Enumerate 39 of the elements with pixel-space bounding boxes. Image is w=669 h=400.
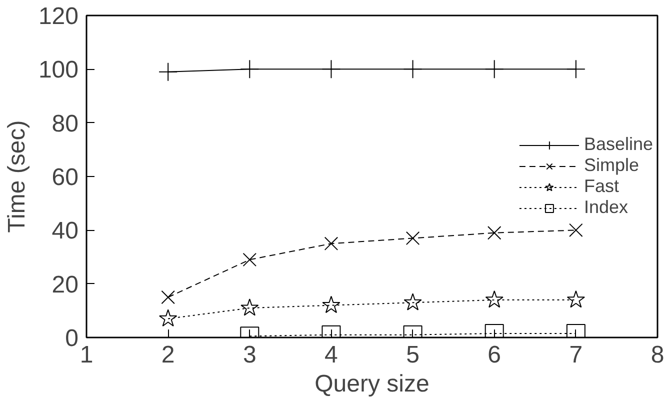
x-axis-title: Query size [314,370,430,398]
y-tick-label: 100 [38,56,79,84]
y-tick-label: 20 [52,271,79,298]
point [485,290,504,308]
point [322,296,340,314]
x-tick-label: 4 [324,342,338,368]
point [569,223,583,238]
point [324,236,338,250]
point [242,252,257,267]
point [566,290,585,308]
y-tick-label: 0 [65,325,79,352]
point [161,290,175,304]
x-tick-label: 6 [488,342,502,368]
point [158,62,178,82]
y-tick-label: 60 [52,164,79,191]
point [322,60,341,79]
x-tick-label: 7 [569,342,583,368]
y-tick-label: 40 [52,218,79,245]
x-tick-label: 3 [242,342,256,368]
point [484,60,504,79]
point [240,298,259,316]
x-tick-label: 8 [650,342,664,368]
x-tick-label: 1 [80,342,94,368]
legend-label: Simple [584,155,639,176]
y-tick-label: 120 [38,3,79,30]
legend-label: Index [584,197,628,218]
point [240,60,260,79]
legend-label: Baseline [584,134,653,155]
y-axis-title: Time (sec) [3,120,30,233]
legend-label: Fast [584,176,619,197]
point [406,231,420,246]
y-tick-label: 80 [52,110,79,138]
x-tick-label: 5 [406,342,420,368]
x-tick-label: 2 [161,342,175,368]
point [403,60,422,79]
point [159,309,178,326]
point [566,60,586,79]
point [404,293,422,310]
point [487,226,502,240]
